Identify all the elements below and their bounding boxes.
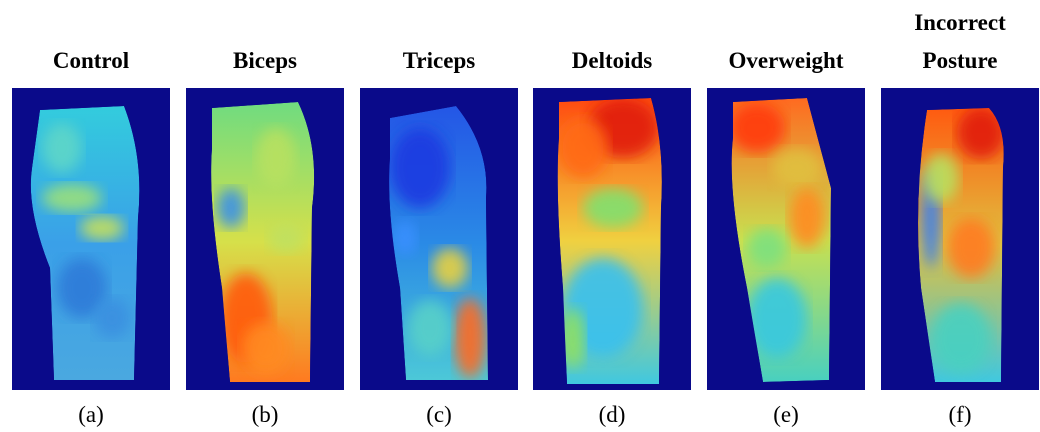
heat-spot <box>268 223 304 253</box>
panel-title: Deltoids <box>537 42 687 80</box>
panel-title: Overweight <box>711 42 861 80</box>
heat-spot <box>583 188 643 228</box>
heat-spot <box>772 148 822 188</box>
heat-spot <box>558 118 608 178</box>
heatmap-image <box>533 88 691 390</box>
heat-spot <box>393 220 417 256</box>
heat-spot <box>789 188 825 248</box>
panel-title: Biceps <box>190 42 340 80</box>
heat-spot <box>80 216 124 240</box>
heat-spot <box>432 248 468 288</box>
heat-spot <box>923 153 959 203</box>
limb <box>558 98 662 384</box>
heat-spot <box>931 303 991 373</box>
heatmap-image <box>360 88 518 390</box>
heat-spot <box>947 218 995 278</box>
heat-spot <box>217 188 245 228</box>
heat-spot <box>729 103 785 153</box>
heat-spot <box>747 228 787 268</box>
panel-title: Incorrect Posture <box>885 4 1035 80</box>
limb <box>389 106 488 380</box>
figure: Control (a) Biceps (b) Triceps (c) Deltoids (d)… <box>0 0 1040 432</box>
heat-spot <box>256 128 296 188</box>
limb <box>211 102 314 382</box>
panel-label: (f) <box>881 402 1039 428</box>
panel-title: Control <box>16 42 166 80</box>
heatmap-image <box>186 88 344 390</box>
heatmap-image <box>707 88 865 390</box>
heatmap-image <box>12 88 170 390</box>
panel-label: (b) <box>186 402 344 428</box>
heat-spot <box>242 322 290 374</box>
panel-label: (a) <box>12 402 170 428</box>
limb <box>918 107 1005 382</box>
heat-spot <box>42 123 82 173</box>
panel-label: (d) <box>533 402 691 428</box>
heatmap-image <box>881 88 1039 390</box>
panel-label: (c) <box>360 402 518 428</box>
panel-title: Triceps <box>364 42 514 80</box>
heat-spot <box>390 128 450 208</box>
panel-label: (e) <box>707 402 865 428</box>
heat-spot <box>454 298 486 378</box>
heat-spot <box>408 300 452 356</box>
heat-spot <box>42 184 102 212</box>
heat-spot <box>94 298 130 338</box>
